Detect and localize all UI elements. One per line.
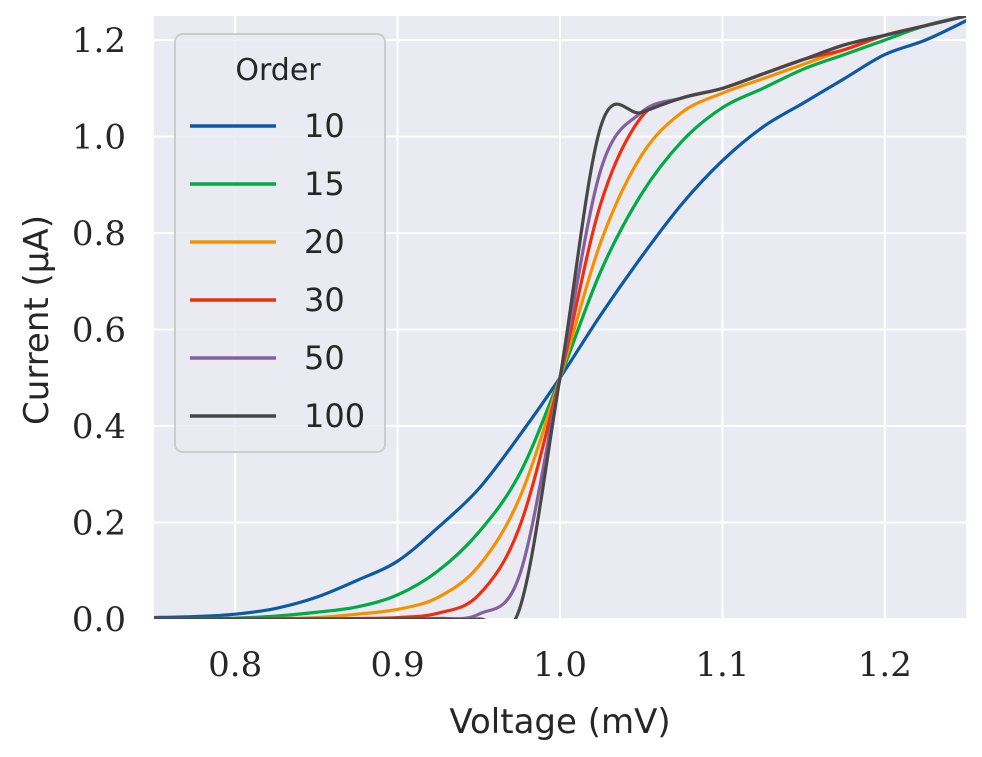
legend-label-20: 20: [304, 223, 345, 261]
y-tick-label: 0.8: [72, 214, 126, 254]
y-tick-label: 0.0: [72, 600, 126, 640]
x-tick-label: 1.1: [695, 645, 749, 685]
x-axis-label: Voltage (mV): [449, 702, 670, 742]
x-tick-label: 1.0: [533, 645, 587, 685]
legend-label-100: 100: [304, 397, 365, 435]
y-axis-label: Current (μA): [17, 215, 57, 425]
legend-title: Order: [235, 53, 321, 88]
legend-label-50: 50: [304, 339, 345, 377]
y-tick-label: 0.6: [72, 311, 126, 351]
y-tick-label: 0.2: [72, 504, 126, 544]
legend-label-30: 30: [304, 281, 345, 319]
legend: Order 10 15 20 30 50 100: [174, 33, 386, 453]
legend-box: [174, 33, 386, 453]
x-tick-label: 0.8: [208, 645, 262, 685]
y-tick-label: 1.0: [72, 118, 126, 158]
x-axis-ticks: 0.8 0.9 1.0 1.1 1.2: [208, 645, 912, 685]
series-layer: [154, 16, 966, 619]
y-axis-ticks: 0.0 0.2 0.4 0.6 0.8 1.0 1.2: [72, 21, 126, 640]
x-tick-label: 1.2: [858, 645, 912, 685]
legend-label-10: 10: [304, 107, 345, 145]
series-line-100: [154, 16, 966, 619]
legend-label-15: 15: [304, 165, 345, 203]
legend-items: 10 15 20 30 50 100: [190, 107, 365, 435]
y-tick-label: 1.2: [72, 21, 126, 61]
x-tick-label: 0.9: [371, 645, 425, 685]
y-tick-label: 0.4: [72, 407, 126, 447]
